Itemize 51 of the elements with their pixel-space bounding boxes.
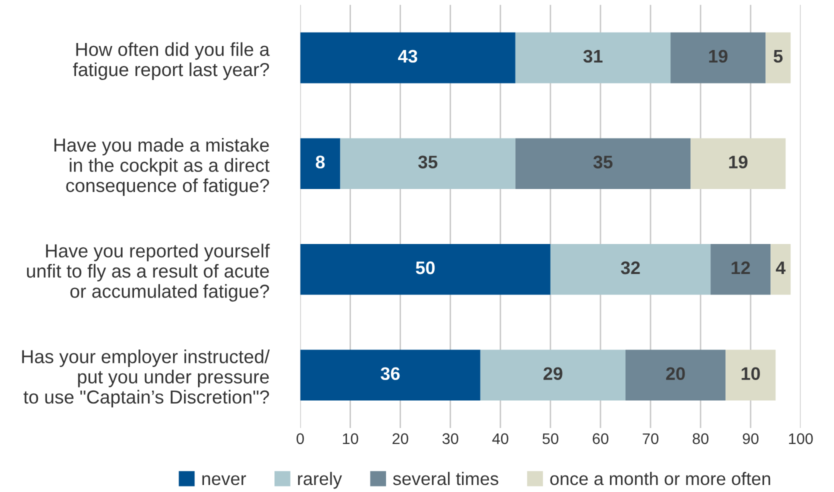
x-tick-label: 10 — [342, 433, 358, 444]
bar — [515, 32, 671, 84]
x-tick-label: 80 — [692, 433, 708, 444]
data-label: 43 — [398, 50, 418, 63]
data-label: 36 — [380, 367, 400, 380]
legend-label: rarely — [298, 472, 342, 489]
bar — [300, 244, 550, 295]
data-label: 50 — [416, 261, 435, 274]
y-tick-label: Have you made a mistake in the cockpit as a direct consequence of fatigue? — [54, 138, 270, 196]
y-tick-label: Have you reported yourself unfit to fly as a result of acute or accumulated fatigue? — [27, 244, 270, 302]
x-tick-label: 70 — [642, 433, 658, 444]
bar — [515, 138, 691, 189]
x-tick-label: 20 — [392, 433, 408, 444]
data-label: 31 — [583, 50, 603, 63]
bar — [670, 32, 766, 84]
bar — [766, 32, 791, 84]
bar — [300, 138, 340, 189]
data-label: 35 — [593, 156, 613, 168]
data-label: 32 — [620, 261, 640, 274]
x-tick-label: 0 — [296, 433, 304, 444]
data-label: 12 — [732, 261, 750, 274]
data-label: 29 — [544, 367, 562, 380]
x-tick-label: 30 — [442, 433, 458, 444]
data-label: 19 — [729, 156, 748, 168]
legend-label: several times — [393, 472, 498, 486]
data-label: 20 — [666, 367, 685, 380]
bar — [300, 350, 480, 401]
x-tick-label: 90 — [742, 433, 758, 444]
bar — [300, 32, 516, 84]
bar — [690, 138, 786, 189]
bar — [480, 350, 626, 401]
bar — [770, 244, 791, 295]
data-label: 8 — [316, 156, 325, 168]
data-label: 5 — [774, 50, 783, 63]
x-tick-label: 40 — [492, 433, 508, 444]
data-label: 10 — [742, 367, 760, 380]
legend-label: once a month or more often — [550, 472, 770, 486]
data-label: 19 — [709, 50, 728, 63]
x-tick-label: 60 — [592, 433, 608, 444]
x-tick-label: 50 — [542, 433, 558, 444]
data-label: 4 — [776, 262, 786, 274]
y-tick-label: How often did you file a fatigue report last year? — [72, 42, 270, 80]
bar — [340, 138, 516, 189]
data-label: 35 — [418, 156, 438, 168]
bar — [550, 244, 711, 295]
x-tick-label: 100 — [789, 433, 813, 444]
y-tick-label: Has your employer instructed/ put you under pressure to use "Captain’s Discretion"? — [22, 350, 270, 408]
bar — [710, 244, 771, 295]
bar — [726, 350, 776, 401]
bar — [626, 350, 726, 401]
legend-label: never — [202, 475, 246, 486]
